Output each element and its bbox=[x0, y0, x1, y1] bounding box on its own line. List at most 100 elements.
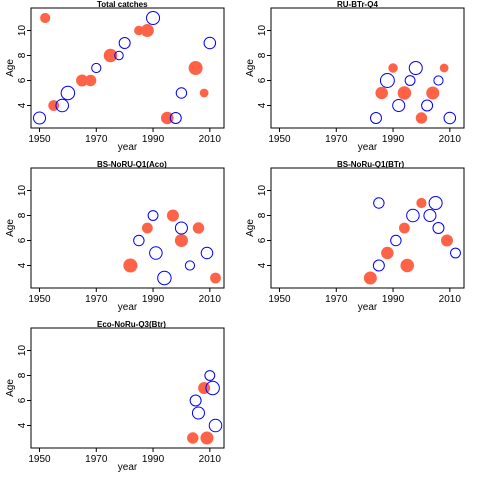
bubble-positive bbox=[390, 234, 402, 247]
y-axis-label: Age bbox=[5, 219, 16, 237]
x-tick-label: 1970 bbox=[325, 294, 348, 305]
x-axis-label: year bbox=[118, 462, 138, 473]
bubble-positive bbox=[408, 60, 423, 76]
bubble-positive bbox=[392, 98, 406, 113]
y-tick-label: 10 bbox=[17, 345, 28, 357]
bubble-layer bbox=[363, 195, 461, 285]
bubble-positive bbox=[373, 197, 385, 209]
bubble-negative bbox=[103, 48, 118, 63]
bubble-negative bbox=[166, 209, 179, 222]
bubble-positive bbox=[147, 210, 159, 221]
y-tick-label: 4 bbox=[257, 102, 268, 108]
x-tick-label: 1950 bbox=[268, 134, 291, 145]
bubble-positive bbox=[208, 418, 223, 433]
bubble-negative bbox=[416, 197, 427, 209]
bubble-positive bbox=[372, 259, 385, 272]
bubble-positive bbox=[404, 75, 416, 86]
panel-1: Total catches 1950 1970 1990 2010 4 6 8 10 year Ag… bbox=[5, 0, 225, 153]
x-tick-label: 1950 bbox=[28, 454, 51, 465]
plot-frame bbox=[270, 167, 465, 289]
bubble-negative bbox=[187, 432, 199, 444]
panel-title: Total catches bbox=[97, 0, 148, 9]
bubble-negative bbox=[199, 88, 209, 98]
bubble-negative bbox=[210, 272, 221, 284]
bubble-negative bbox=[415, 112, 428, 124]
x-axis-label: year bbox=[358, 302, 378, 313]
x-tick-label: 1950 bbox=[28, 134, 51, 145]
bubble-negative bbox=[174, 233, 188, 248]
x-tick-label: 2010 bbox=[199, 454, 222, 465]
bubble-negative bbox=[40, 12, 51, 24]
panel-title: BS-NoRU-Q1(Aco) bbox=[97, 160, 167, 169]
bubble-negative bbox=[123, 258, 138, 273]
bubble-negative bbox=[198, 382, 211, 394]
bubble-positive bbox=[191, 406, 205, 420]
plot-frame bbox=[30, 7, 225, 129]
panel-4: BS-NoRu-Q1(BTr) 1950 1970 1990 2010 4 6 8 10 year… bbox=[245, 160, 465, 313]
y-tick-label: 4 bbox=[17, 102, 28, 108]
bubble-positive bbox=[421, 99, 434, 112]
bubble-positive bbox=[450, 247, 461, 259]
bubble-negative bbox=[381, 246, 394, 260]
bubble-positive bbox=[55, 98, 69, 113]
panel-title: Eco-NoRu-Q3(Btr) bbox=[97, 320, 166, 329]
y-tick-label: 8 bbox=[257, 52, 268, 58]
bubble-negative bbox=[141, 222, 153, 234]
bubble-positive bbox=[114, 50, 124, 61]
x-tick-label: 1990 bbox=[382, 294, 405, 305]
y-tick-label: 10 bbox=[257, 185, 268, 197]
x-tick-label: 1990 bbox=[382, 134, 405, 145]
bubble-positive bbox=[428, 195, 443, 211]
bubble-positive bbox=[169, 112, 182, 124]
x-tick-label: 1990 bbox=[142, 134, 165, 145]
bubble-positive bbox=[189, 394, 202, 407]
y-tick-label: 10 bbox=[17, 185, 28, 197]
y-tick-label: 4 bbox=[17, 422, 28, 428]
x-tick-label: 2010 bbox=[439, 134, 462, 145]
panel-5: Eco-NoRu-Q3(Btr) 1950 1970 1990 2010 4 6 8 10 yea… bbox=[5, 320, 225, 473]
bubble-positive bbox=[32, 111, 47, 125]
plot-frame bbox=[30, 167, 225, 289]
bubble-positive bbox=[60, 85, 76, 101]
bubble-negative bbox=[398, 222, 410, 234]
bubble-positive bbox=[133, 234, 145, 247]
y-tick-label: 6 bbox=[257, 237, 268, 243]
bubble-positive bbox=[203, 36, 217, 50]
bubble-negative bbox=[188, 60, 203, 76]
x-tick-label: 1950 bbox=[28, 294, 51, 305]
y-axis-label: Age bbox=[5, 59, 16, 77]
y-tick-label: 8 bbox=[17, 372, 28, 378]
y-axis-label: Age bbox=[245, 59, 256, 77]
panel-2: RU-BTr-Q4 1950 1970 1990 2010 4 6 8 10 year Age bbox=[245, 0, 465, 153]
y-tick-label: 8 bbox=[17, 212, 28, 218]
y-tick-label: 6 bbox=[17, 237, 28, 243]
bubble-negative bbox=[400, 258, 415, 273]
y-tick-label: 6 bbox=[17, 397, 28, 403]
bubble-positive bbox=[91, 62, 102, 74]
y-tick-label: 6 bbox=[17, 77, 28, 83]
bubble-negative bbox=[439, 63, 449, 73]
x-tick-label: 1970 bbox=[85, 134, 108, 145]
bubble-layer bbox=[123, 209, 221, 286]
bubble-positive bbox=[379, 73, 395, 88]
bubble-positive bbox=[423, 208, 437, 223]
panel-title: RU-BTr-Q4 bbox=[337, 0, 378, 9]
bubble-positive bbox=[149, 246, 163, 260]
y-tick-label: 8 bbox=[17, 52, 28, 58]
x-tick-label: 1990 bbox=[142, 294, 165, 305]
plot-frame bbox=[30, 327, 225, 449]
bubble-positive bbox=[157, 270, 172, 286]
bubble-negative bbox=[363, 271, 377, 285]
bubble-positive bbox=[406, 208, 420, 223]
x-tick-label: 2010 bbox=[199, 134, 222, 145]
x-tick-label: 1970 bbox=[85, 454, 108, 465]
bubble-negative bbox=[397, 86, 412, 100]
x-tick-label: 1970 bbox=[325, 134, 348, 145]
bubble-negative bbox=[440, 234, 453, 247]
bubble-positive bbox=[118, 37, 131, 49]
bubble-positive bbox=[174, 221, 188, 235]
x-tick-label: 2010 bbox=[199, 294, 222, 305]
y-axis-label: Age bbox=[245, 219, 256, 237]
bubble-negative bbox=[192, 222, 205, 234]
